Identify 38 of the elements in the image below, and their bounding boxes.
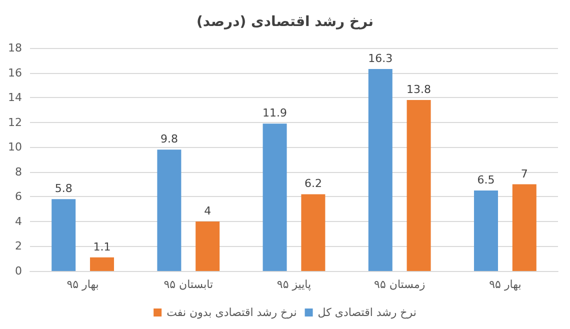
y-tick-label: 18 xyxy=(8,42,22,54)
y-tick-label: 10 xyxy=(8,140,22,154)
data-label: 7 xyxy=(520,167,528,180)
data-label: 11.9 xyxy=(262,106,288,120)
x-tick-label: پاییز ۹۵ xyxy=(276,278,312,291)
x-tick-label: بهار ۹۵ xyxy=(489,278,522,291)
y-tick-label: 2 xyxy=(15,240,22,253)
bar xyxy=(512,184,536,271)
legend-label: نرخ رشد اقتصادی کل xyxy=(318,306,416,319)
data-label: 6.5 xyxy=(477,173,495,186)
x-tick-label: بهار ۹۵ xyxy=(66,278,99,291)
bar xyxy=(157,150,182,271)
y-tick-label: 4 xyxy=(15,214,22,228)
y-tick-label: 14 xyxy=(8,91,22,104)
data-label: 9.8 xyxy=(160,132,178,146)
data-label: 6.2 xyxy=(304,177,322,190)
bar xyxy=(262,124,287,271)
data-label: 4 xyxy=(204,204,212,218)
y-tick-label: 16 xyxy=(8,66,22,80)
data-label: 1.1 xyxy=(93,240,111,254)
bar xyxy=(301,194,326,271)
legend-label: نرخ رشد اقتصادی بدون نفت xyxy=(166,306,297,319)
y-tick-label: 12 xyxy=(8,116,22,129)
bar xyxy=(368,69,392,271)
bar xyxy=(196,221,220,271)
y-tick-label: 0 xyxy=(15,264,22,278)
data-label: 13.8 xyxy=(406,83,432,96)
bar xyxy=(90,257,114,271)
chart-title: نرخ رشد اقتصادی (درصد) xyxy=(196,14,374,30)
x-tick-label: زمستان ۹۵ xyxy=(374,278,426,291)
y-tick-label: 8 xyxy=(15,165,22,178)
y-tick-label: 6 xyxy=(15,190,22,204)
data-label: 5.8 xyxy=(54,182,72,196)
x-tick-label: تابستان ۹۵ xyxy=(164,278,214,291)
bar xyxy=(406,100,431,271)
bar xyxy=(474,190,498,271)
bar xyxy=(52,199,76,271)
data-label: 16.3 xyxy=(368,52,393,66)
